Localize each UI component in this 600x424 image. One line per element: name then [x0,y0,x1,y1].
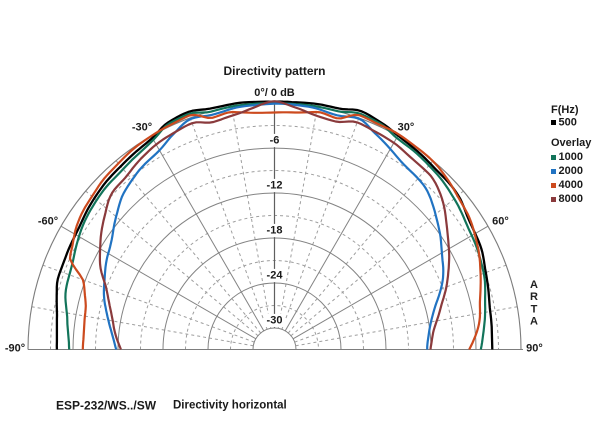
svg-text:-12: -12 [267,180,283,192]
svg-text:F(Hz): F(Hz) [551,104,579,116]
svg-text:-30°: -30° [132,122,152,134]
svg-text:2000: 2000 [559,165,583,177]
svg-text:0°/ 0 dB: 0°/ 0 dB [254,87,295,99]
svg-text:ESP-232/WS../SW: ESP-232/WS../SW [56,399,157,413]
svg-text:4000: 4000 [559,179,583,191]
svg-text:1000: 1000 [559,151,583,163]
svg-text:A: A [530,279,538,291]
svg-text:90°: 90° [526,343,543,355]
svg-text:-6: -6 [270,135,280,147]
svg-text:60°: 60° [492,216,509,228]
svg-text:-90°: -90° [5,343,25,355]
svg-text:8000: 8000 [559,193,583,205]
svg-text:Directivity pattern: Directivity pattern [223,64,325,78]
svg-text:-60°: -60° [38,216,58,228]
svg-text:500: 500 [559,117,577,129]
svg-text:Overlay: Overlay [551,137,592,149]
svg-text:Directivity horizontal: Directivity horizontal [173,400,287,412]
svg-text:A: A [530,316,538,328]
svg-text:-24: -24 [267,270,284,282]
svg-text:-30: -30 [267,315,283,327]
svg-text:30°: 30° [398,122,415,134]
svg-text:-18: -18 [267,225,283,237]
svg-text:T: T [531,303,538,315]
svg-text:R: R [530,291,538,303]
